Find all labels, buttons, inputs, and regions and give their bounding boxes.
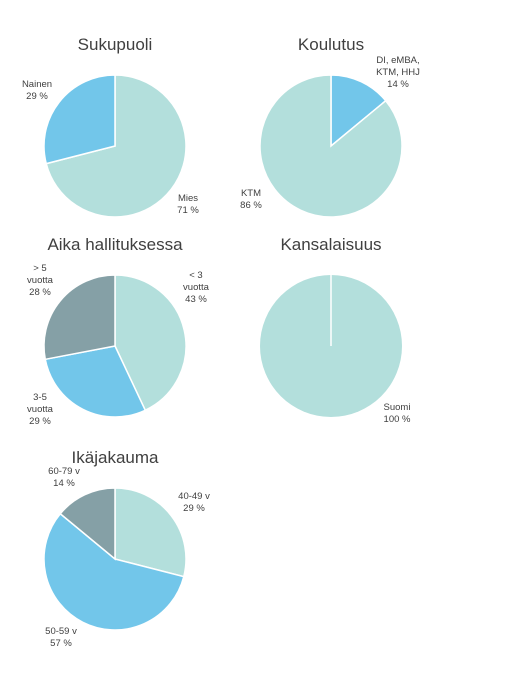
pie-slice [114, 274, 187, 412]
pie-slice [43, 274, 116, 361]
pie-slice [43, 512, 185, 631]
chart-title: Sukupuoli [78, 35, 153, 54]
slice-value-label: 28 % [29, 287, 51, 298]
chart-title: Koulutus [298, 35, 364, 54]
pie-slice [59, 487, 116, 561]
slice-value-label: 29 % [29, 416, 51, 427]
pie-slice [43, 74, 116, 165]
slice-value-label: 100 % [384, 414, 411, 425]
chart-title: Kansalaisuus [280, 235, 381, 254]
pie-slice [259, 74, 403, 218]
pie-slice [45, 74, 187, 218]
slice-label: Nainen 29 % [22, 79, 52, 102]
slice-value-label: 86 % [240, 200, 262, 211]
slice-label: Suomi 100 % [384, 402, 411, 425]
slice-label: > 5 vuotta 28 % [27, 263, 54, 298]
slice-value-label: 71 % [177, 205, 199, 216]
slice-label: 40-49 v 29 % [178, 491, 210, 514]
slice-label: < 3 vuotta 43 % [183, 270, 210, 305]
slice-value-label: 29 % [26, 91, 48, 102]
pie-slice [114, 487, 187, 578]
slice-value-label: 57 % [50, 638, 72, 649]
pie-slice [44, 345, 147, 418]
slice-label: 3-5 vuotta 29 % [27, 392, 54, 427]
slice-label: 50-59 v 57 % [45, 626, 77, 649]
slice-value-label: 29 % [183, 503, 205, 514]
chart-title: Ikäjakauma [72, 448, 159, 467]
pie-chart-1: Sukupuoli Mies 71 % Nainen 29 % [22, 35, 199, 218]
pie-chart-2: Koulutus DI, eMBA, KTM, HHJ 14 % KTM 86 % [240, 35, 420, 218]
slice-value-label: 14 % [53, 478, 75, 489]
slice-value-label: 14 % [387, 79, 409, 90]
slice-label: DI, eMBA, KTM, HHJ 14 % [376, 55, 420, 90]
slice-label: Mies 71 % [177, 193, 199, 216]
slice-label: KTM 86 % [240, 188, 262, 211]
chart-title: Aika hallituksessa [47, 235, 183, 254]
slice-label: 60-79 v 14 % [48, 466, 80, 489]
slice-value-label: 43 % [185, 294, 207, 305]
pie-chart-3: Aika hallituksessa< 3 vuotta 43 % 3-5 vuotta… [27, 235, 210, 427]
pie-chart-4: Kansalaisuus Suomi 100 % [260, 235, 411, 425]
pie-slice [330, 74, 387, 148]
